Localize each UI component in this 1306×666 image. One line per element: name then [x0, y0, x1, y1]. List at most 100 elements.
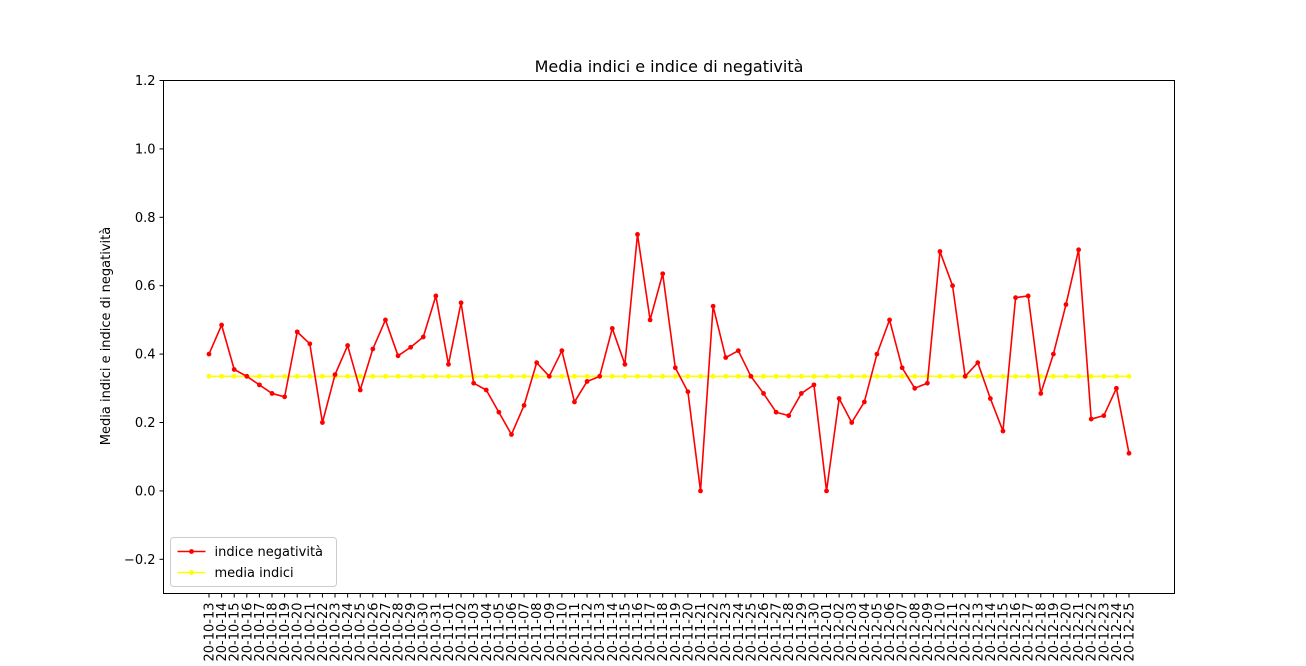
data-point: [458, 300, 464, 306]
x-tick-label: 20-12-07: [896, 603, 911, 662]
x-tick-label: 20-10-29: [404, 603, 419, 662]
data-point: [849, 420, 855, 425]
y-tick-label: 0.6: [135, 279, 156, 294]
data-point: [231, 367, 237, 372]
data-point: [773, 373, 779, 379]
x-tick-label: 20-12-05: [870, 603, 885, 662]
x-tick-label: 20-12-08: [908, 603, 923, 662]
data-point: [1076, 247, 1081, 253]
x-tick-label: 20-12-04: [858, 603, 873, 662]
data-point: [672, 365, 678, 371]
data-point: [294, 329, 300, 335]
data-point: [786, 373, 792, 379]
data-point: [874, 373, 880, 379]
y-tick-label: 0.4: [135, 348, 156, 363]
data-point: [950, 373, 955, 379]
x-tick-label: 20-11-28: [782, 603, 797, 662]
data-point: [861, 373, 867, 379]
data-point: [622, 361, 628, 367]
x-tick-label: 20-10-20: [291, 603, 306, 662]
x-tick-label: 20-11-20: [681, 603, 696, 662]
x-tick-label: 20-10-13: [203, 603, 218, 662]
x-tick-label: 20-11-18: [656, 603, 671, 662]
data-point: [761, 373, 766, 379]
data-point: [1101, 413, 1107, 419]
data-point: [987, 373, 993, 379]
data-point: [219, 373, 225, 379]
data-point: [496, 373, 502, 379]
data-point: [572, 373, 577, 379]
x-tick-label: 20-12-12: [959, 603, 974, 662]
data-point: [521, 373, 527, 379]
data-point: [294, 373, 300, 379]
data-point: [1025, 373, 1031, 379]
x-tick-label: 20-11-14: [606, 603, 621, 662]
x-tick-label: 20-11-30: [807, 603, 822, 662]
data-point: [370, 373, 376, 379]
data-point: [597, 373, 603, 379]
data-point: [521, 403, 527, 408]
data-point: [345, 373, 351, 379]
data-point: [357, 387, 363, 393]
data-point: [1025, 293, 1031, 299]
x-tick-label: 20-12-09: [921, 603, 936, 662]
x-tick-label: 20-11-08: [530, 603, 545, 662]
data-point: [660, 271, 666, 277]
data-point: [685, 373, 691, 379]
data-point: [723, 355, 729, 360]
data-point: [1088, 416, 1094, 422]
x-tick-label: 20-10-25: [354, 603, 369, 662]
data-point: [446, 361, 451, 367]
data-point: [811, 382, 817, 388]
data-point: [710, 303, 716, 309]
data-point: [975, 360, 981, 366]
x-tick-label: 20-10-31: [429, 603, 444, 662]
data-point: [420, 334, 426, 340]
data-point: [269, 373, 275, 379]
data-point: [559, 373, 565, 379]
data-point: [912, 385, 918, 391]
x-tick-label: 20-10-28: [392, 603, 407, 662]
x-tick-label: 20-10-14: [215, 603, 230, 662]
data-point: [950, 283, 955, 289]
data-point: [383, 373, 388, 379]
data-point: [1126, 450, 1132, 456]
x-tick-label: 20-11-26: [757, 603, 772, 662]
x-tick-label: 20-11-25: [744, 603, 759, 662]
data-point: [1113, 373, 1119, 379]
data-point: [773, 409, 779, 415]
data-point: [244, 373, 250, 379]
data-point: [798, 373, 804, 379]
data-point: [257, 373, 262, 379]
x-tick-label: 20-11-11: [568, 603, 583, 662]
x-tick-label: 20-10-16: [240, 603, 255, 662]
data-point: [1076, 373, 1081, 379]
x-tick-label: 20-10-26: [366, 603, 381, 662]
data-point: [483, 373, 489, 379]
x-tick-label: 20-12-20: [1059, 603, 1074, 662]
legend-marker: [189, 549, 194, 554]
data-point: [609, 326, 615, 331]
x-tick-label: 20-11-19: [669, 603, 684, 662]
data-point: [572, 399, 577, 405]
data-point: [1113, 385, 1119, 391]
data-point: [924, 380, 930, 386]
data-point: [861, 399, 867, 405]
data-point: [937, 249, 943, 254]
data-point: [370, 346, 376, 352]
x-tick-label: 20-11-10: [555, 603, 570, 662]
data-point: [836, 373, 842, 379]
plot-frame: [163, 80, 1175, 594]
y-axis: −0.2 0.0 0.2 0.4 0.6 0.8 1.0 1.2: [124, 74, 164, 568]
data-point: [408, 373, 414, 379]
data-point: [698, 373, 703, 379]
data-point: [647, 317, 653, 323]
data-point: [1000, 373, 1006, 379]
x-tick-label: 20-11-06: [505, 603, 520, 662]
data-point: [357, 373, 363, 379]
y-tick-label: 1.2: [135, 74, 156, 89]
data-point: [496, 409, 502, 415]
data-point: [584, 373, 590, 379]
data-point: [320, 420, 325, 425]
